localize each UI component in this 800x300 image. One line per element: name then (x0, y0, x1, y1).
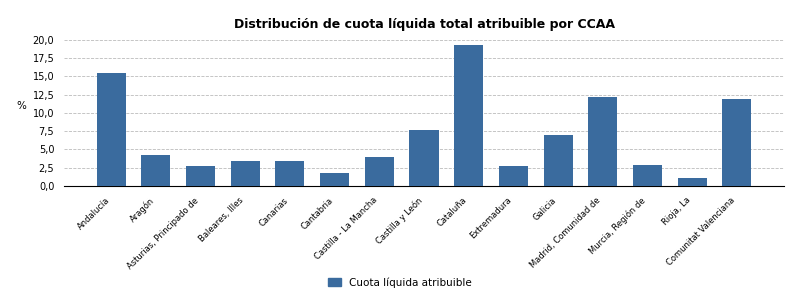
Bar (275, 161, 305, 186)
Bar (722, 99, 751, 186)
Bar (678, 178, 706, 186)
Bar (633, 165, 662, 186)
Bar (142, 154, 170, 186)
Bar (543, 135, 573, 186)
Bar (186, 166, 215, 186)
Bar (454, 45, 483, 186)
Bar (320, 173, 349, 186)
Bar (230, 161, 260, 186)
Bar (97, 73, 126, 186)
Legend: Cuota líquida atribuible: Cuota líquida atribuible (324, 273, 476, 292)
Bar (410, 130, 438, 186)
Bar (499, 166, 528, 186)
Bar (365, 157, 394, 186)
Title: Distribución de cuota líquida total atribuible por CCAA: Distribución de cuota líquida total atri… (234, 18, 614, 31)
Bar (588, 97, 618, 186)
Y-axis label: %: % (17, 101, 26, 111)
